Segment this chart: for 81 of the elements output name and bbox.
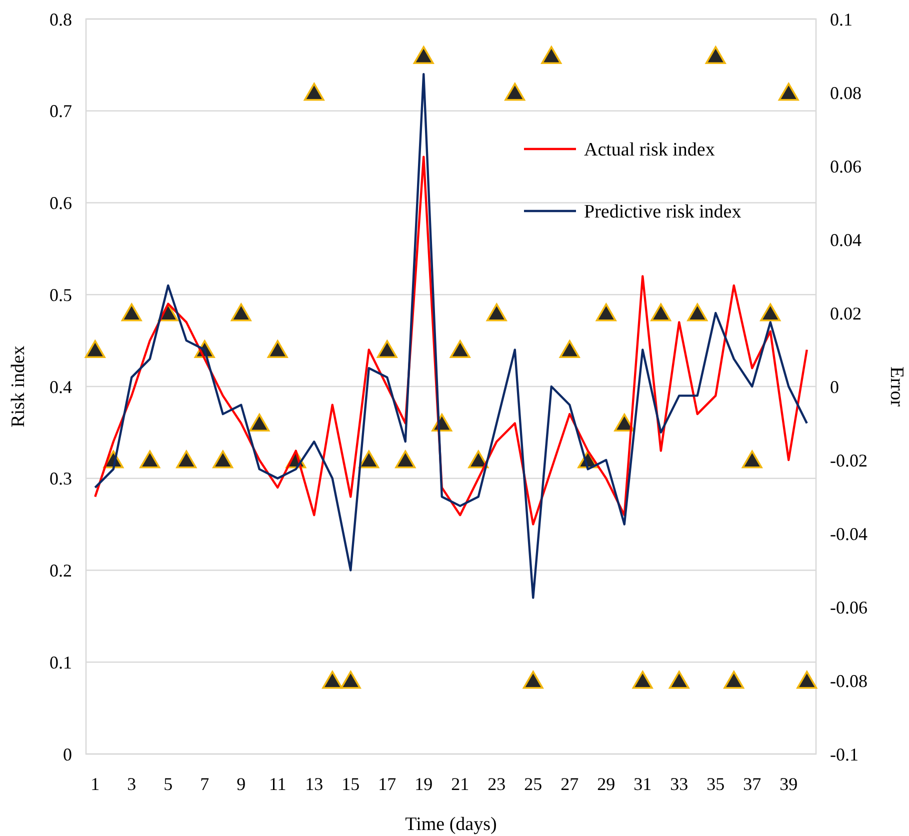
y-tick-label: 0 (63, 744, 72, 764)
point (522, 670, 544, 689)
y2-tick-label: 0 (830, 376, 839, 397)
x-tick-label: 1 (90, 774, 100, 794)
point (614, 414, 635, 432)
point (322, 670, 343, 689)
x-tick-label: 29 (597, 774, 616, 794)
point (267, 340, 288, 358)
x-tick-label: 15 (342, 774, 360, 794)
x-tick-label: 11 (268, 774, 286, 794)
point (724, 670, 744, 689)
point (504, 82, 526, 101)
y-tick-label: 0.3 (50, 468, 72, 489)
point (559, 340, 580, 358)
x-tick-label: 25 (524, 774, 542, 794)
point (340, 670, 361, 689)
point (376, 340, 398, 358)
legend-label: Actual risk index (584, 140, 716, 161)
y-tick-label: 0.8 (50, 9, 72, 30)
point (395, 450, 416, 468)
y-tick-label: 0.4 (50, 376, 72, 397)
y2-tick-label: 0.06 (830, 156, 862, 176)
point (486, 303, 507, 322)
point (249, 414, 270, 432)
x-tick-label: 7 (200, 774, 210, 794)
y2-axis-title: Error (886, 366, 907, 408)
point (668, 670, 690, 689)
y-axis-title: Risk index (8, 345, 29, 428)
y2-tick-label: 0.04 (830, 230, 862, 250)
point (230, 303, 252, 322)
point (84, 340, 106, 358)
point (304, 82, 324, 101)
line-series (94, 73, 808, 599)
y2-tick-label: -0.1 (830, 744, 858, 764)
y2-tick-label: -0.02 (830, 450, 868, 470)
point (742, 450, 762, 468)
point (705, 46, 726, 64)
point (140, 450, 160, 468)
point (778, 82, 799, 101)
x-tick-label: 31 (634, 774, 652, 794)
point (468, 450, 489, 468)
point (176, 450, 197, 468)
point (121, 303, 142, 322)
x-axis-title: Time (days) (405, 814, 497, 835)
point (413, 46, 434, 64)
legend-label: Predictive risk index (584, 202, 742, 223)
y2-tick-label: 0.1 (830, 9, 852, 30)
x-tick-label: 3 (127, 774, 136, 794)
x-tick-label: 13 (305, 774, 324, 794)
x-tick-label: 5 (164, 774, 173, 794)
y2-tick-label: -0.04 (830, 524, 868, 544)
point (596, 303, 616, 322)
y2-tick-label: -0.08 (830, 670, 868, 691)
y-tick-label: 0.2 (50, 560, 72, 581)
x-tick-label: 33 (670, 774, 688, 794)
y-tick-label: 0.1 (50, 652, 72, 672)
y-tick-label: 0.5 (50, 284, 72, 305)
x-tick-label: 23 (488, 774, 506, 794)
point (650, 303, 672, 322)
y2-tick-label: 0.08 (830, 82, 862, 103)
x-tick-label: 27 (560, 774, 579, 794)
x-tick-label: 37 (743, 774, 762, 794)
x-tick-label: 35 (706, 774, 725, 794)
line-series (94, 156, 808, 526)
x-tick-label: 19 (414, 774, 433, 794)
point (358, 450, 380, 468)
y2-tick-label: -0.06 (830, 597, 868, 618)
y-tick-label: 0.7 (50, 101, 72, 122)
x-tick-label: 9 (236, 774, 246, 794)
y-tick-label: 0.6 (50, 193, 72, 214)
x-tick-label: 21 (451, 774, 470, 794)
point (541, 46, 562, 64)
x-tick-label: 17 (378, 774, 396, 794)
point (796, 670, 818, 689)
point (212, 450, 234, 468)
x-tick-label: 39 (780, 774, 798, 794)
point (760, 303, 781, 322)
point (632, 670, 653, 689)
y2-tick-label: 0.02 (830, 303, 862, 324)
point (450, 340, 470, 358)
point (687, 303, 708, 322)
